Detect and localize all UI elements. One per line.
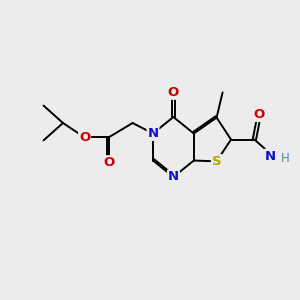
Text: S: S [212, 155, 221, 168]
Text: N: N [147, 127, 159, 140]
Text: O: O [79, 131, 90, 144]
Text: N: N [168, 170, 179, 184]
Text: O: O [103, 156, 114, 169]
Text: O: O [254, 108, 265, 121]
Text: N: N [265, 149, 276, 163]
Text: O: O [168, 86, 179, 99]
Text: H: H [281, 152, 290, 165]
